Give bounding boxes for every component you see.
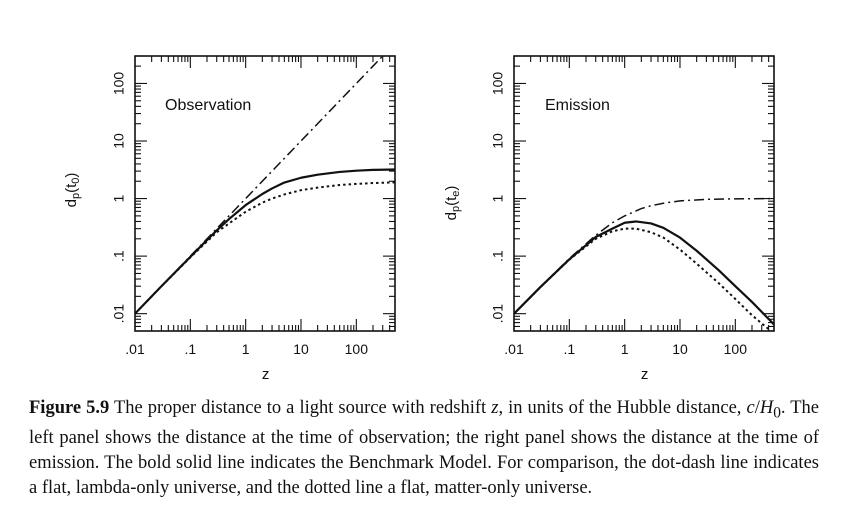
caption-z: z	[491, 398, 499, 418]
series-dot-dash-line	[514, 197, 774, 315]
x-tick-label: .1	[563, 341, 575, 357]
x-tick-label: 1	[242, 341, 250, 357]
caption-c: c	[746, 398, 755, 418]
x-tick-label: 100	[345, 341, 369, 357]
x-tick-label: 10	[293, 341, 309, 357]
figure-caption: Figure 5.9 The proper distance to a ligh…	[29, 396, 819, 501]
plot-frame	[134, 55, 396, 332]
x-tick-label: .01	[504, 341, 524, 357]
x-tick-label: 1	[621, 341, 629, 357]
y-tick-label: 100	[111, 72, 127, 96]
x-axis-title: z	[262, 366, 270, 383]
y-axis-title: dp(t0)	[63, 173, 82, 208]
panel-title: Observation	[165, 97, 251, 114]
caption-label: Figure 5.9	[29, 398, 110, 418]
x-tick-label: .1	[184, 341, 196, 357]
y-tick-label: 10	[111, 133, 127, 149]
y-tick-label: 1	[111, 194, 127, 202]
caption-h: H	[759, 398, 774, 418]
x-axis-title: z	[641, 366, 649, 383]
y-tick-label: 100	[490, 72, 506, 96]
y-tick-label: .01	[490, 304, 506, 324]
y-axis-title: dp(te)	[443, 186, 462, 221]
x-tick-label: .01	[125, 341, 145, 357]
series-dotted-line	[135, 181, 395, 315]
observation-panel: .01 .1 1 10 100 .01 .1 1 10 100 z dp(t0) Observation	[63, 55, 396, 383]
caption-text-2: , in units of the Hubble distance,	[498, 398, 747, 418]
plot-frame	[513, 55, 775, 332]
series-solid-line	[135, 168, 395, 315]
panel-title: Emission	[545, 97, 610, 114]
caption-h-subscript: 0	[773, 404, 781, 422]
x-tick-label: 10	[672, 341, 688, 357]
emission-panel: .01 .1 1 10 100 .01 .1 1 10 100 z dp(te) Emission	[443, 55, 775, 383]
series-solid-line	[514, 220, 774, 326]
caption-text-1: The proper distance to a light source wi…	[109, 398, 492, 418]
y-tick-label: 1	[490, 194, 506, 202]
x-tick-label: 100	[724, 341, 748, 357]
y-tick-label: .1	[490, 250, 506, 262]
caption-slash: /	[754, 398, 760, 418]
y-tick-label: .01	[111, 304, 127, 324]
y-tick-label: .1	[111, 250, 127, 262]
series-dotted-line	[514, 227, 773, 331]
y-tick-label: 10	[490, 133, 506, 149]
caption-text-3: . The left panel shows the distance at t…	[29, 398, 820, 498]
figure-5-9: .01 .1 1 10 100 .01 .1 1 10 100 z dp(t0) Observation…	[63, 55, 775, 383]
